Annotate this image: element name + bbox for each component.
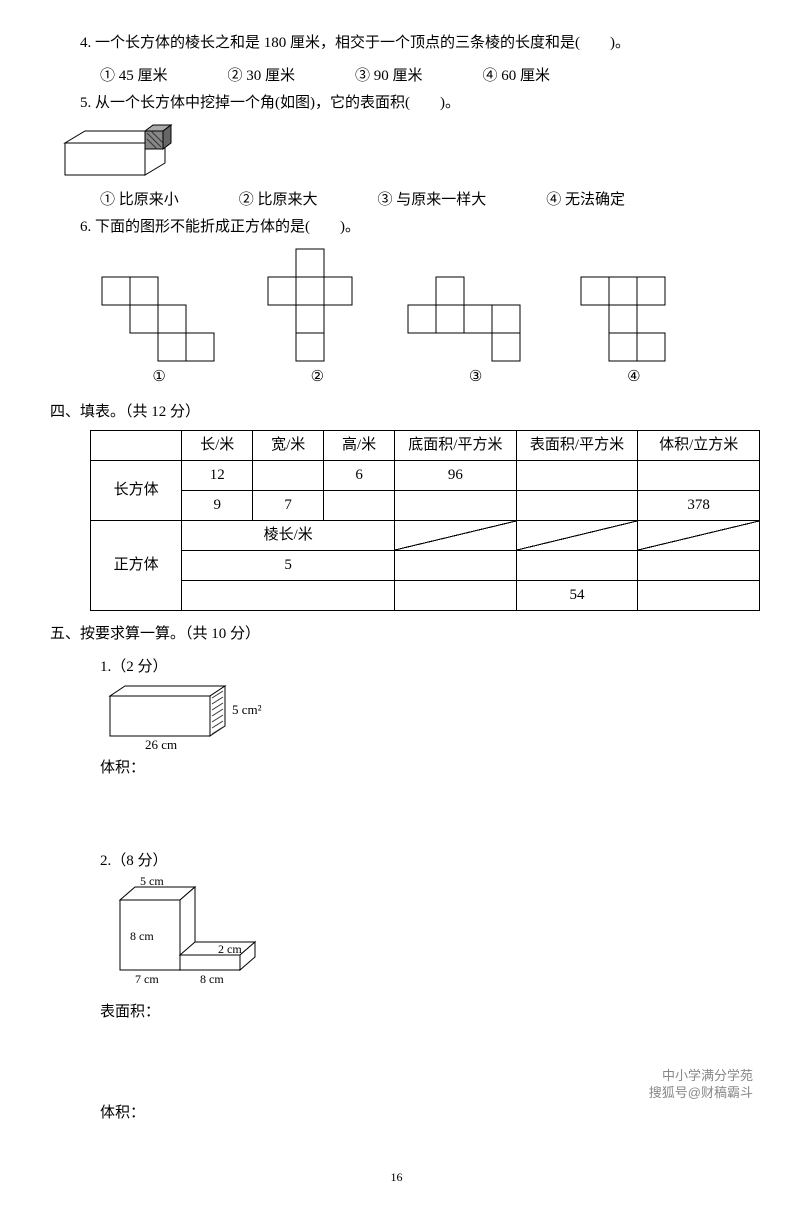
r4-vol — [638, 581, 760, 611]
q6-nets — [80, 247, 713, 362]
net-1-icon — [97, 272, 217, 362]
q6-label-2: ② — [311, 364, 324, 391]
p1-cuboid-icon: 5 cm² 26 cm — [100, 681, 270, 751]
section-4-title: 四、填表。（共 12 分） — [50, 399, 743, 426]
cube-label: 正方体 — [91, 521, 182, 611]
r2-w: 7 — [253, 491, 324, 521]
p2-e: 8 cm — [200, 972, 224, 986]
diag-cell — [395, 521, 517, 551]
p2-answer-surface: 表面积： — [100, 999, 743, 1026]
q6-label-3: ③ — [469, 364, 482, 391]
r4-sa: 54 — [516, 581, 638, 611]
problem-5-1: 1.（2 分） 5 cm² 26 cm — [100, 654, 743, 751]
q5-opt-4: ④ 无法确定 — [546, 187, 625, 214]
r3-sa — [516, 551, 638, 581]
r2-base — [395, 491, 517, 521]
r2-sa — [516, 491, 638, 521]
th-length: 长/米 — [182, 431, 253, 461]
problem-5-2: 2.（8 分） 5 cm 8 cm 7 cm 2 cm 8 cm — [100, 848, 743, 995]
r3-vol — [638, 551, 760, 581]
r3-edge: 5 — [182, 551, 395, 581]
q6-text: 下面的图形不能折成正方体的是( )。 — [95, 219, 360, 235]
q4-text: 一个长方体的棱长之和是 180 厘米，相交于一个顶点的三条棱的长度和是( )。 — [95, 35, 630, 51]
q4-opt-4: ④ 60 厘米 — [483, 63, 551, 90]
watermark: 中小学满分学苑 搜狐号@财稿霸斗 — [649, 1068, 753, 1102]
edge-header: 棱长/米 — [182, 521, 395, 551]
r1-vol — [638, 461, 760, 491]
th-width: 宽/米 — [253, 431, 324, 461]
p2-c: 7 cm — [135, 972, 159, 986]
table-row: 54 — [91, 581, 760, 611]
r1-base: 96 — [395, 461, 517, 491]
r1-sa — [516, 461, 638, 491]
r1-l: 12 — [182, 461, 253, 491]
p2-composite-icon: 5 cm 8 cm 7 cm 2 cm 8 cm — [100, 875, 300, 995]
net-2-icon — [250, 247, 370, 362]
r2-h — [324, 491, 395, 521]
table-header-row: 长/米 宽/米 高/米 底面积/平方米 表面积/平方米 体积/立方米 — [91, 431, 760, 461]
p2-a: 5 cm — [140, 875, 164, 888]
p1-answer-volume: 体积： — [100, 755, 743, 782]
r2-l: 9 — [182, 491, 253, 521]
q5-text: 从一个长方体中挖掉一个角(如图)，它的表面积( )。 — [95, 95, 460, 111]
p1-h-label: 5 cm² — [232, 702, 262, 717]
diag-cell — [638, 521, 760, 551]
cuboid-corner-cut-icon — [50, 123, 190, 183]
p2-b: 8 cm — [130, 929, 154, 943]
th-surface: 表面积/平方米 — [516, 431, 638, 461]
p2-label: 2.（8 分） — [100, 853, 168, 869]
table-row: 长方体 12 6 96 — [91, 461, 760, 491]
q4-options: ① 45 厘米 ② 30 厘米 ③ 90 厘米 ④ 60 厘米 — [100, 63, 743, 90]
r2-vol: 378 — [638, 491, 760, 521]
th-volume: 体积/立方米 — [638, 431, 760, 461]
r1-h: 6 — [324, 461, 395, 491]
q5-num: 5. — [80, 95, 91, 111]
diag-cell — [516, 521, 638, 551]
question-6: 6. 下面的图形不能折成正方体的是( )。 — [80, 214, 743, 241]
q5-options: ① 比原来小 ② 比原来大 ③ 与原来一样大 ④ 无法确定 — [100, 187, 743, 214]
p2-d: 2 cm — [218, 942, 242, 956]
r1-w — [253, 461, 324, 491]
q5-figure — [50, 123, 743, 183]
q6-label-1: ① — [152, 364, 165, 391]
net-4-icon — [576, 272, 696, 362]
th-blank — [91, 431, 182, 461]
section-5-title: 五、按要求算一算。（共 10 分） — [50, 621, 743, 648]
question-5: 5. 从一个长方体中挖掉一个角(如图)，它的表面积( )。 — [80, 90, 743, 117]
q5-opt-3: ③ 与原来一样大 — [378, 187, 487, 214]
th-height: 高/米 — [324, 431, 395, 461]
q6-label-4: ④ — [627, 364, 640, 391]
q4-opt-2: ② 30 厘米 — [228, 63, 296, 90]
table-row: 9 7 378 — [91, 491, 760, 521]
p2-answer-volume: 体积： — [100, 1100, 743, 1127]
fill-table: 长/米 宽/米 高/米 底面积/平方米 表面积/平方米 体积/立方米 长方体 1… — [90, 430, 760, 611]
r4-edge — [182, 581, 395, 611]
q5-opt-1: ① 比原来小 — [100, 187, 179, 214]
cuboid-label: 长方体 — [91, 461, 182, 521]
watermark-line-2: 搜狐号@财稿霸斗 — [649, 1085, 753, 1102]
page-number: 16 — [50, 1167, 743, 1189]
table-row: 5 — [91, 551, 760, 581]
th-base: 底面积/平方米 — [395, 431, 517, 461]
q5-opt-2: ② 比原来大 — [239, 187, 318, 214]
q6-labels: ① ② ③ ④ — [80, 364, 713, 391]
watermark-line-1: 中小学满分学苑 — [649, 1068, 753, 1085]
q4-opt-3: ③ 90 厘米 — [355, 63, 423, 90]
r4-base — [395, 581, 517, 611]
net-3-icon — [403, 272, 543, 362]
table-row: 正方体 棱长/米 — [91, 521, 760, 551]
question-4: 4. 一个长方体的棱长之和是 180 厘米，相交于一个顶点的三条棱的长度和是( … — [80, 30, 743, 57]
q6-num: 6. — [80, 219, 91, 235]
p1-label: 1.（2 分） — [100, 659, 168, 675]
r3-base — [395, 551, 517, 581]
q4-opt-1: ① 45 厘米 — [100, 63, 168, 90]
p1-w-label: 26 cm — [145, 737, 177, 751]
q4-num: 4. — [80, 35, 91, 51]
